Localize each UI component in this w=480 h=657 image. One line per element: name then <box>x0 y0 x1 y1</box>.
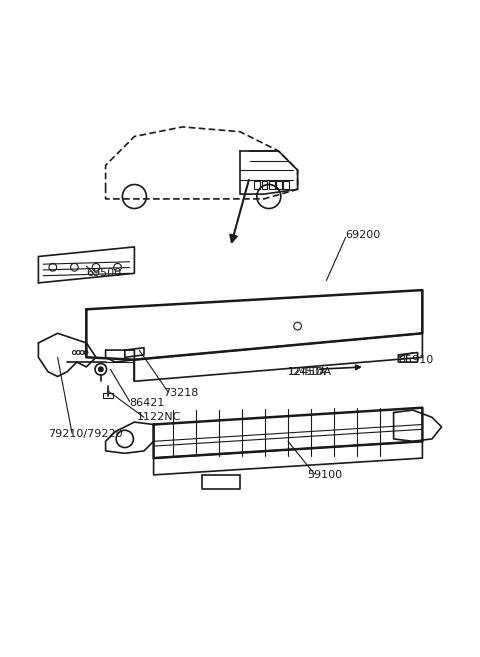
Bar <box>103 394 113 398</box>
Text: 69200: 69200 <box>346 230 381 240</box>
Bar <box>262 181 267 189</box>
Text: 1122NC: 1122NC <box>137 413 181 422</box>
Text: 79210/79220: 79210/79220 <box>48 429 122 439</box>
Bar <box>254 181 260 189</box>
Text: 69500: 69500 <box>86 268 121 279</box>
Text: 85910: 85910 <box>398 355 433 365</box>
Text: 73218: 73218 <box>163 388 199 398</box>
Text: 86421: 86421 <box>130 398 165 408</box>
Circle shape <box>98 367 103 372</box>
Bar <box>276 181 282 189</box>
Bar <box>269 181 275 189</box>
Text: 59100: 59100 <box>307 470 342 480</box>
Text: 1245DA: 1245DA <box>288 367 332 376</box>
Text: 1245DA: 1245DA <box>288 367 327 376</box>
Bar <box>283 181 289 189</box>
